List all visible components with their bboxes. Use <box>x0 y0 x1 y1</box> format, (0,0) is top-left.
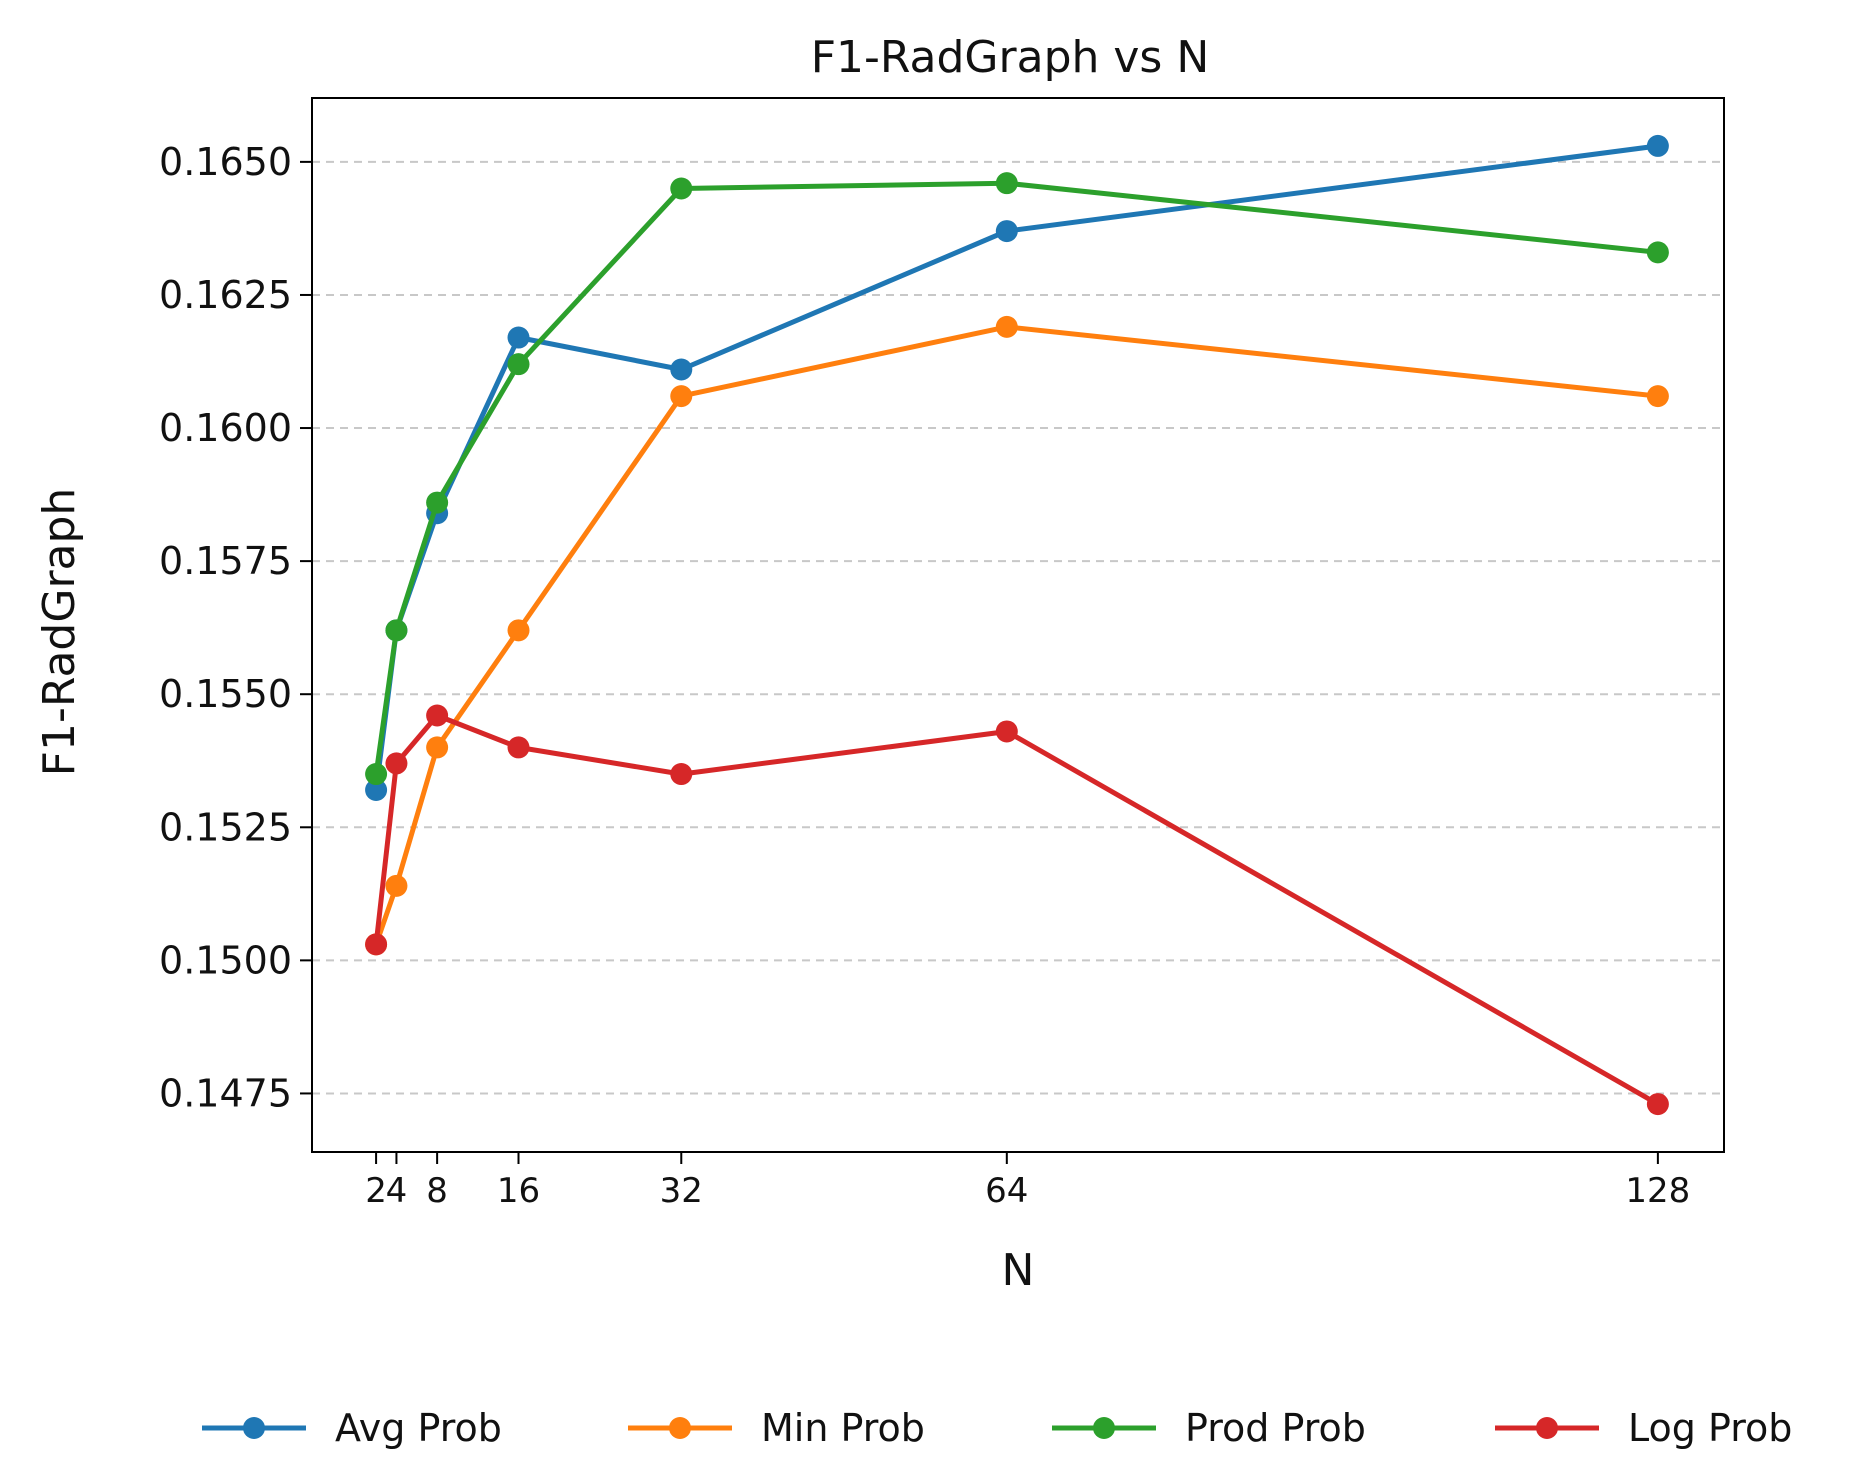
data-point-prod-prob <box>385 619 408 642</box>
data-point-log-prob <box>507 736 530 759</box>
y-tick-label: 0.1625 <box>159 273 292 317</box>
data-point-log-prob <box>670 763 693 786</box>
x-tick-label: 128 <box>1625 1171 1690 1211</box>
data-point-prod-prob <box>670 177 693 200</box>
legend-label: Log Prob <box>1628 1406 1792 1450</box>
legend-item-log-prob: Log Prob <box>1495 1406 1792 1450</box>
legend-marker <box>1536 1417 1558 1439</box>
x-tick-label: 8 <box>426 1171 448 1211</box>
legend-marker <box>1093 1417 1115 1439</box>
data-point-log-prob <box>426 704 449 727</box>
y-tick-label: 0.1550 <box>159 672 292 716</box>
y-tick-label: 0.1500 <box>159 938 292 982</box>
data-point-min-prob <box>995 315 1018 338</box>
legend-marker <box>243 1417 265 1439</box>
y-tick-label: 0.1650 <box>159 140 292 184</box>
y-tick-label: 0.1525 <box>159 805 292 849</box>
x-tick-label: 64 <box>985 1171 1028 1211</box>
data-point-min-prob <box>670 385 693 408</box>
x-tick-label: 4 <box>386 1171 408 1211</box>
x-tick-label: 2 <box>365 1171 387 1211</box>
series-line-prod-prob <box>373 180 1659 775</box>
data-point-prod-prob <box>365 763 388 786</box>
x-tick-label: 16 <box>497 1171 540 1211</box>
grid-lines <box>312 160 1724 1095</box>
y-tick-label: 0.1600 <box>159 406 292 450</box>
plot-frame <box>311 97 1725 1153</box>
x-tick-label: 32 <box>660 1171 703 1211</box>
chart-title: F1-RadGraph vs N <box>811 32 1210 83</box>
legend-label: Prod Prob <box>1185 1406 1366 1450</box>
data-point-min-prob <box>426 736 449 759</box>
data-point-prod-prob <box>426 491 449 514</box>
y-tick-label: 0.1475 <box>159 1071 292 1115</box>
legend-item-prod-prob: Prod Prob <box>1052 1406 1366 1450</box>
data-point-prod-prob <box>1646 241 1669 264</box>
data-point-avg-prob <box>1646 134 1669 157</box>
data-point-prod-prob <box>507 353 530 376</box>
legend: Avg Prob Min Prob Prod Prob Log Prob <box>202 1406 1792 1450</box>
data-point-min-prob <box>1646 385 1669 408</box>
data-point-avg-prob <box>670 358 693 381</box>
data-point-avg-prob <box>365 779 388 802</box>
data-point-avg-prob <box>507 326 530 349</box>
y-axis: 0.1475 0.1500 0.1525 0.1550 0.1575 0.1600 0.16… <box>159 140 312 1115</box>
legend-label: Avg Prob <box>335 1406 502 1450</box>
y-tick-label: 0.1575 <box>159 539 292 583</box>
data-point-min-prob <box>385 874 408 897</box>
data-point-prod-prob <box>995 172 1018 195</box>
data-point-log-prob <box>995 720 1018 743</box>
data-point-log-prob <box>365 933 388 956</box>
y-axis-label: F1-RadGraph <box>34 488 85 777</box>
x-axis-label: N <box>1002 1245 1035 1296</box>
legend-label: Min Prob <box>761 1406 925 1450</box>
series-line-log-prob <box>373 713 1660 1107</box>
legend-item-min-prob: Min Prob <box>628 1406 925 1450</box>
legend-marker <box>669 1417 691 1439</box>
data-point-avg-prob <box>995 220 1018 243</box>
series-group <box>365 134 1669 1116</box>
legend-item-avg-prob: Avg Prob <box>202 1406 502 1450</box>
data-point-log-prob <box>385 752 408 775</box>
data-point-min-prob <box>507 619 530 642</box>
x-axis: 24 8 16 32 64 128 <box>365 1152 1690 1211</box>
data-point-log-prob <box>1646 1093 1669 1116</box>
series-line-min-prob <box>373 324 1659 946</box>
